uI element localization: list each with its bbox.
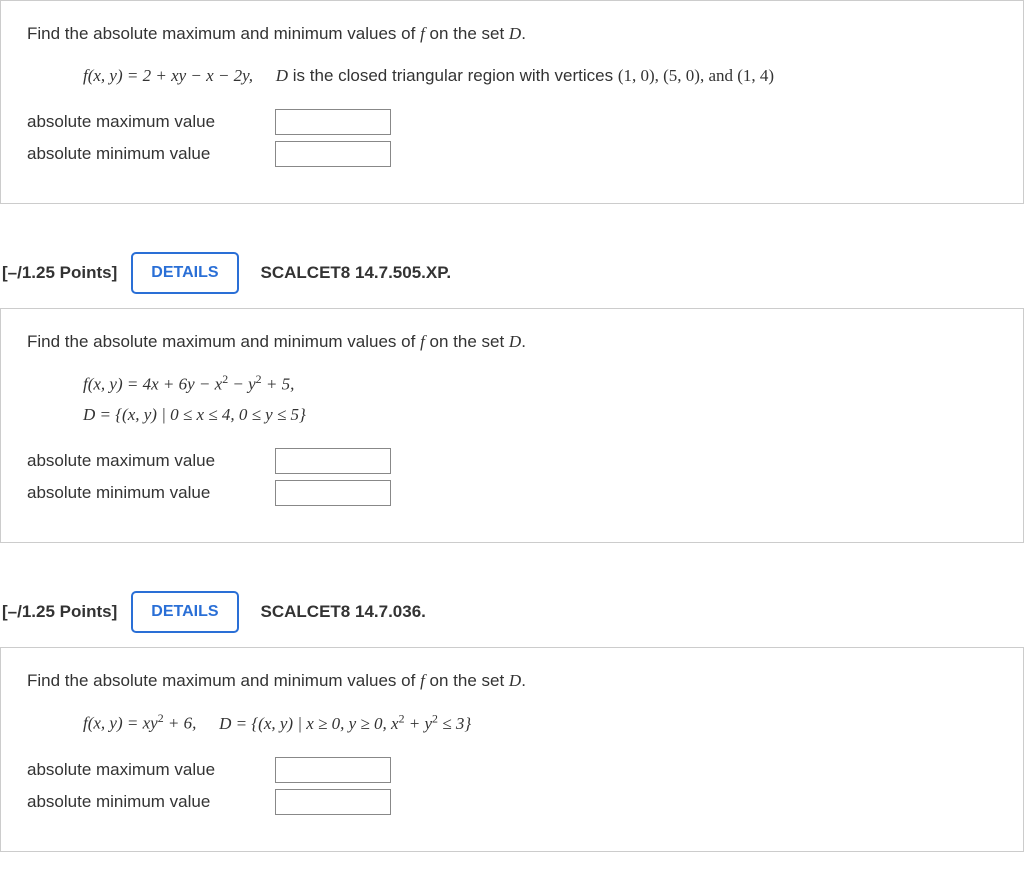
reference: SCALCET8 14.7.036. bbox=[261, 602, 426, 622]
min-input[interactable] bbox=[275, 480, 391, 506]
formula-row: f(x, y) = xy2 + 6, D = {(x, y) | x ≥ 0, … bbox=[27, 708, 997, 739]
prompt: Find the absolute maximum and minimum va… bbox=[27, 21, 997, 47]
f2a: D = {(x, y) | 0 ≤ x ≤ 4, 0 ≤ y ≤ 5} bbox=[83, 405, 306, 424]
answer-row-max: absolute maximum value bbox=[27, 448, 997, 474]
question-3: Find the absolute maximum and minimum va… bbox=[0, 647, 1024, 852]
prompt: Find the absolute maximum and minimum va… bbox=[27, 329, 997, 355]
reference: SCALCET8 14.7.505.XP. bbox=[261, 263, 452, 283]
prompt-mid: on the set bbox=[425, 671, 509, 690]
prompt-mid: on the set bbox=[425, 332, 509, 351]
details-button[interactable]: DETAILS bbox=[131, 591, 238, 633]
answer-row-max: absolute maximum value bbox=[27, 109, 997, 135]
prompt-pre: Find the absolute maximum and minimum va… bbox=[27, 671, 420, 690]
answer-row-min: absolute minimum value bbox=[27, 480, 997, 506]
question-2: Find the absolute maximum and minimum va… bbox=[0, 308, 1024, 543]
f1c: + 5, bbox=[262, 374, 295, 393]
details-button[interactable]: DETAILS bbox=[131, 252, 238, 294]
f1a: f(x, y) = 4x + 6y − x bbox=[83, 374, 222, 393]
max-input[interactable] bbox=[275, 757, 391, 783]
vertices: (1, 0), (5, 0), and (1, 4) bbox=[618, 66, 774, 85]
min-input[interactable] bbox=[275, 789, 391, 815]
f1b: − y bbox=[228, 374, 256, 393]
prompt-pre: Find the absolute maximum and minimum va… bbox=[27, 332, 420, 351]
formula-line-1: f(x, y) = 4x + 6y − x2 − y2 + 5, bbox=[83, 369, 997, 400]
question-header-2: [–/1.25 Points] DETAILS SCALCET8 14.7.50… bbox=[0, 252, 1024, 294]
max-label: absolute maximum value bbox=[27, 760, 275, 780]
fa: f(x, y) = xy bbox=[83, 714, 158, 733]
min-label: absolute minimum value bbox=[27, 483, 275, 503]
prompt-pre: Find the absolute maximum and minimum va… bbox=[27, 24, 420, 43]
var-D: D bbox=[509, 671, 521, 690]
var-D: D bbox=[509, 332, 521, 351]
formula-row: f(x, y) = 2 + xy − x − 2y, D is the clos… bbox=[27, 61, 997, 92]
fb: + 6, bbox=[164, 714, 197, 733]
max-input[interactable] bbox=[275, 448, 391, 474]
da: D = {(x, y) | x ≥ 0, y ≥ 0, x bbox=[219, 714, 398, 733]
points: [–/1.25 Points] bbox=[2, 263, 117, 283]
max-label: absolute maximum value bbox=[27, 451, 275, 471]
prompt: Find the absolute maximum and minimum va… bbox=[27, 668, 997, 694]
min-label: absolute minimum value bbox=[27, 144, 275, 164]
min-label: absolute minimum value bbox=[27, 792, 275, 812]
max-input[interactable] bbox=[275, 109, 391, 135]
question-1: Find the absolute maximum and minimum va… bbox=[0, 0, 1024, 204]
prompt-mid: on the set bbox=[425, 24, 509, 43]
formula: f(x, y) = 2 + xy − x − 2y, bbox=[83, 66, 253, 85]
answer-row-min: absolute minimum value bbox=[27, 141, 997, 167]
var-D: D bbox=[509, 24, 521, 43]
desc-pre: is the closed triangular region with ver… bbox=[288, 66, 618, 85]
formula-block: f(x, y) = 4x + 6y − x2 − y2 + 5, D = {(x… bbox=[27, 369, 997, 431]
answer-row-max: absolute maximum value bbox=[27, 757, 997, 783]
var-D2: D bbox=[276, 66, 288, 85]
min-input[interactable] bbox=[275, 141, 391, 167]
dc: ≤ 3} bbox=[438, 714, 471, 733]
formula-line-2: D = {(x, y) | 0 ≤ x ≤ 4, 0 ≤ y ≤ 5} bbox=[83, 400, 997, 431]
answer-row-min: absolute minimum value bbox=[27, 789, 997, 815]
points: [–/1.25 Points] bbox=[2, 602, 117, 622]
max-label: absolute maximum value bbox=[27, 112, 275, 132]
question-header-3: [–/1.25 Points] DETAILS SCALCET8 14.7.03… bbox=[0, 591, 1024, 633]
db: + y bbox=[405, 714, 433, 733]
